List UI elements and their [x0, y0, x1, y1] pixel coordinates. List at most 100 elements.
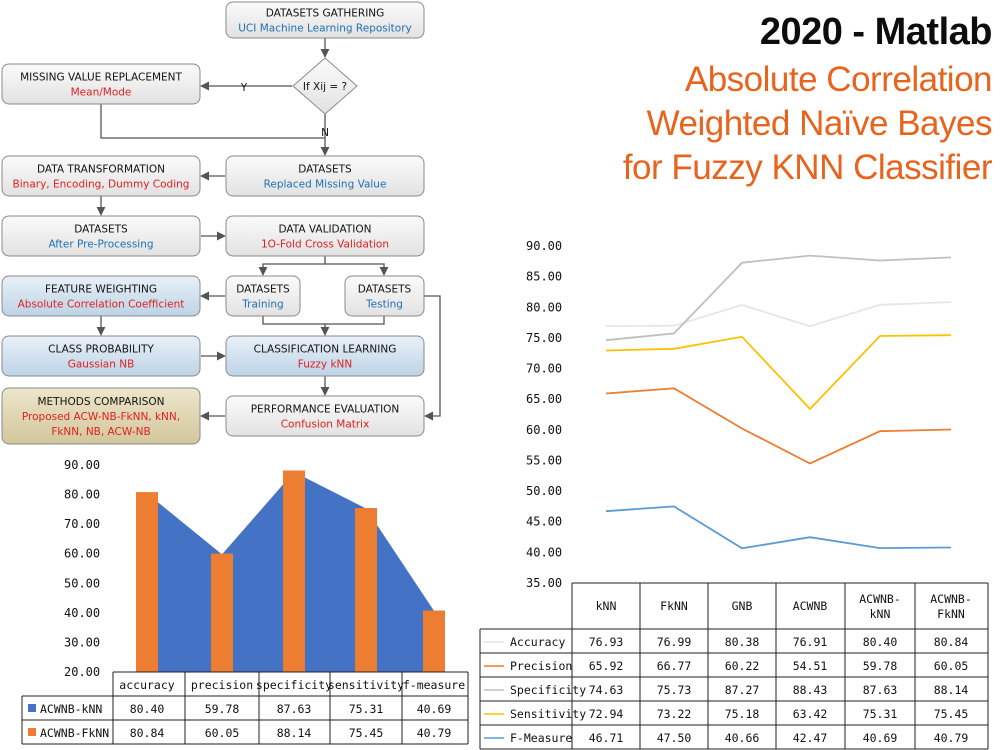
flow-box-title: DATASETS	[74, 224, 128, 236]
line-chart-y-tick: 75.00	[526, 331, 562, 345]
flow-box-title: DATA TRANSFORMATION	[37, 164, 165, 176]
flow-box-datasets-training: DATASETS Training	[225, 275, 301, 317]
line-table-cell: 87.27	[725, 683, 760, 697]
bar-table-header: sensitivity	[328, 678, 404, 692]
bar-table-header: specificity	[256, 678, 332, 692]
decision-label: If Xij = ?	[303, 81, 347, 93]
line-table-cell: 73.22	[657, 707, 692, 721]
line-table-cell: 66.77	[657, 659, 692, 673]
flow-box-data-transformation: DATA TRANSFORMATION Binary, Encoding, Dum…	[1, 155, 201, 197]
bar-table-row-label: ACWNB-FkNN	[40, 726, 109, 740]
line-table-cell: 40.66	[725, 731, 760, 745]
line-table-cell: 80.84	[934, 635, 969, 649]
line-table-header: ACWNB-	[859, 592, 901, 606]
flow-connector	[325, 263, 389, 276]
line-table-header: FkNN	[937, 607, 965, 621]
line-table-cell: 59.78	[863, 659, 898, 673]
line-table-row-label: F-Measure	[510, 731, 572, 745]
line-table-cell: 87.63	[863, 683, 898, 697]
line-series-sensitivity	[605, 334, 952, 411]
line-table-cell: 54.51	[793, 659, 828, 673]
bar-chart-y-tick: 70.00	[64, 517, 100, 531]
flow-connector	[258, 256, 326, 276]
line-table-cell: 76.99	[657, 635, 692, 649]
bar-chart-y-tick: 40.00	[64, 606, 100, 620]
bar-chart-y-tick: 50.00	[64, 576, 100, 590]
line-table-header: kNN	[596, 599, 617, 613]
line-chart-y-tick: 85.00	[526, 270, 562, 284]
bar-table-cell: 75.45	[349, 726, 384, 740]
flow-box-title: METHODS COMPARISON	[37, 396, 164, 408]
flow-box-missing-value-replacement: MISSING VALUE REPLACEMENT Mean/Mode	[1, 63, 201, 105]
line-chart-y-tick: 35.00	[526, 576, 562, 590]
line-table-row-label: Sensitivity	[510, 707, 586, 721]
line-table-cell: 47.50	[657, 731, 692, 745]
line-table-cell: 40.79	[934, 731, 969, 745]
bar-acwnb-fknn-accuracy	[136, 492, 158, 672]
flow-box-title: MISSING VALUE REPLACEMENT	[20, 72, 182, 84]
line-table-cell: 80.40	[863, 635, 898, 649]
no-label: N	[321, 127, 329, 139]
flow-box-subtitle: Absolute Correlation Coefficient	[18, 299, 185, 311]
bar-table-row-label: ACWNB-kNN	[40, 702, 102, 716]
line-table-row-label: Accuracy	[510, 635, 565, 649]
line-table-header: ACWNB	[793, 599, 828, 613]
line-table-cell: 75.18	[725, 707, 760, 721]
line-table-cell: 88.43	[793, 683, 828, 697]
flow-box-subtitle-2: FkNN, NB, ACW-NB	[51, 426, 150, 438]
line-series-precision	[605, 387, 952, 465]
flow-box-subtitle: UCI Machine Learning Repository	[238, 23, 412, 35]
bar-table-header: f-measure	[403, 678, 465, 692]
line-series-specificity	[605, 254, 952, 342]
flow-box-subtitle: Binary, Encoding, Dummy Coding	[13, 179, 190, 191]
flow-box-subtitle: Gaussian NB	[68, 359, 135, 371]
flow-connector	[325, 316, 385, 325]
flow-box-subtitle: After Pre-Processing	[48, 239, 153, 251]
flow-box-title: DATASETS	[236, 284, 290, 296]
bar-table-cell: 87.63	[277, 702, 312, 716]
line-table-cell: 80.38	[725, 635, 760, 649]
line-table-row-label: Specificity	[510, 683, 586, 697]
flow-box-shape	[225, 395, 425, 437]
flow-box-class-probability: CLASS PROBABILITY Gaussian NB	[1, 335, 201, 377]
line-table-cell: 46.71	[589, 731, 624, 745]
bar-table-header: precision	[191, 678, 253, 692]
bar-chart-y-tick: 80.00	[64, 488, 100, 502]
flow-box-subtitle: Training	[241, 299, 283, 311]
flow-box-title: PERFORMANCE EVALUATION	[251, 404, 400, 416]
line-series-accuracy	[605, 301, 952, 328]
bar-table-cell: 59.78	[205, 702, 240, 716]
bar-table-cell: 60.05	[205, 726, 240, 740]
flow-box-title: DATASETS GATHERING	[266, 8, 385, 20]
title-block: 2020 - Matlab Absolute Correlation Weigh…	[623, 6, 993, 190]
title-year: 2020 - Matlab	[759, 11, 993, 53]
bar-acwnb-fknn-specificity	[283, 470, 305, 672]
flow-box-datasets-gathering: DATASETS GATHERING UCI Machine Learning R…	[225, 1, 425, 39]
flow-box-shape	[225, 275, 301, 317]
line-table-cell: 40.69	[863, 731, 898, 745]
flow-box-title: DATA VALIDATION	[279, 224, 372, 236]
yes-label: Y	[240, 82, 248, 94]
line-table-header: GNB	[732, 599, 753, 613]
line-chart-y-tick: 45.00	[526, 515, 562, 529]
line-table-cell: 75.31	[863, 707, 898, 721]
flow-box-shape	[1, 335, 201, 377]
line-table-cell: 65.92	[589, 659, 624, 673]
bar-table-cell: 80.40	[130, 702, 165, 716]
flow-box-datasets-preprocessed: DATASETS After Pre-Processing	[1, 215, 201, 257]
line-chart-y-tick: 90.00	[526, 239, 562, 253]
line-chart-y-tick: 50.00	[526, 484, 562, 498]
bar-acwnb-fknn-sensitivity	[355, 508, 377, 672]
decision-diamond	[292, 57, 358, 115]
line-table-cell: 76.93	[589, 635, 624, 649]
line-table-cell: 60.05	[934, 659, 969, 673]
flow-box-shape	[1, 155, 201, 197]
flowchart: Y N DATASETS GATHERING UCI Machine Learnin…	[1, 1, 441, 445]
title-line-2: Absolute Correlation	[684, 60, 993, 99]
bar-chart-table: accuracy precision specificitysensitivityf…	[21, 671, 469, 745]
line-table-cell: 76.91	[793, 635, 828, 649]
flow-box-shape	[344, 275, 425, 317]
line-table-cell: 88.14	[934, 683, 969, 697]
flow-box-feature-weighting: FEATURE WEIGHTING Absolute Correlation Co…	[1, 275, 201, 317]
line-chart-y-tick: 40.00	[526, 545, 562, 559]
